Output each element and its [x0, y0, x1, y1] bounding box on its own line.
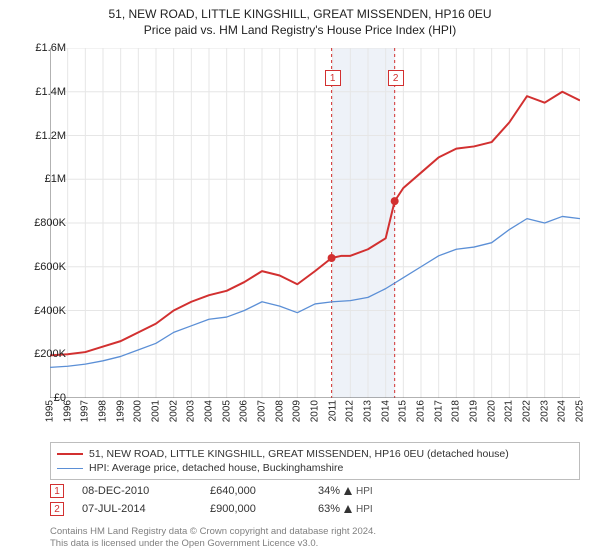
attribution-footer: Contains HM Land Registry data © Crown c…: [50, 526, 376, 551]
legend-item: HPI: Average price, detached house, Buck…: [57, 461, 573, 475]
sale-date: 07-JUL-2014: [82, 503, 192, 515]
y-tick-label: £1.6M: [35, 42, 66, 54]
sale-pct: 63% HPI: [318, 503, 408, 515]
plot-area: 12: [50, 48, 580, 398]
x-tick-label: 2007: [257, 400, 268, 422]
y-tick-label: £1.2M: [35, 130, 66, 142]
x-tick-label: 2013: [363, 400, 374, 422]
x-tick-label: 1996: [62, 400, 73, 422]
x-tick-label: 2019: [469, 400, 480, 422]
x-tick-label: 2015: [398, 400, 409, 422]
y-tick-label: £1M: [45, 173, 66, 185]
legend-label: 51, NEW ROAD, LITTLE KINGSHILL, GREAT MI…: [89, 448, 509, 460]
x-tick-label: 2006: [239, 400, 250, 422]
x-tick-label: 2005: [221, 400, 232, 422]
sale-pct-suffix: HPI: [356, 486, 373, 497]
legend: 51, NEW ROAD, LITTLE KINGSHILL, GREAT MI…: [50, 442, 580, 480]
sale-pct-value: 63%: [318, 503, 340, 515]
sale-row: 1 08-DEC-2010 £640,000 34% HPI: [50, 482, 580, 500]
sale-marker: 2: [50, 502, 64, 516]
price-chart-container: 51, NEW ROAD, LITTLE KINGSHILL, GREAT MI…: [0, 0, 600, 560]
footer-line-1: Contains HM Land Registry data © Crown c…: [50, 526, 376, 538]
x-tick-label: 2021: [504, 400, 515, 422]
sale-row: 2 07-JUL-2014 £900,000 63% HPI: [50, 500, 580, 518]
legend-item: 51, NEW ROAD, LITTLE KINGSHILL, GREAT MI…: [57, 447, 573, 461]
event-marker: 2: [388, 70, 404, 86]
sale-pct-suffix: HPI: [356, 504, 373, 515]
legend-swatch: [57, 468, 83, 469]
x-tick-label: 2020: [486, 400, 497, 422]
x-tick-label: 2009: [292, 400, 303, 422]
sale-pct: 34% HPI: [318, 485, 408, 497]
y-tick-label: £600K: [34, 261, 66, 273]
sale-pct-value: 34%: [318, 485, 340, 497]
x-tick-label: 2011: [327, 400, 338, 422]
x-tick-label: 2002: [168, 400, 179, 422]
event-marker: 1: [325, 70, 341, 86]
footer-line-2: This data is licensed under the Open Gov…: [50, 538, 376, 550]
y-tick-label: £800K: [34, 217, 66, 229]
x-tick-label: 2001: [151, 400, 162, 422]
legend-swatch: [57, 453, 83, 455]
x-tick-label: 2023: [539, 400, 550, 422]
x-tick-label: 2008: [274, 400, 285, 422]
x-tick-label: 2014: [380, 400, 391, 422]
plot-svg: [50, 48, 580, 398]
sale-price: £640,000: [210, 485, 300, 497]
x-tick-label: 2004: [204, 400, 215, 422]
x-tick-label: 1998: [98, 400, 109, 422]
x-tick-label: 2017: [433, 400, 444, 422]
x-tick-label: 2000: [133, 400, 144, 422]
x-tick-label: 1999: [115, 400, 126, 422]
chart-titles: 51, NEW ROAD, LITTLE KINGSHILL, GREAT MI…: [0, 0, 600, 38]
sale-marker: 1: [50, 484, 64, 498]
sale-date: 08-DEC-2010: [82, 485, 192, 497]
x-tick-label: 1995: [45, 400, 56, 422]
x-tick-label: 2025: [575, 400, 586, 422]
x-tick-label: 2010: [310, 400, 321, 422]
legend-label: HPI: Average price, detached house, Buck…: [89, 462, 343, 474]
title-line-1: 51, NEW ROAD, LITTLE KINGSHILL, GREAT MI…: [0, 6, 600, 22]
x-tick-label: 2016: [416, 400, 427, 422]
y-tick-label: £200K: [34, 348, 66, 360]
arrow-up-icon: [344, 487, 352, 495]
x-tick-label: 2022: [522, 400, 533, 422]
x-tick-label: 2018: [451, 400, 462, 422]
x-tick-label: 2012: [345, 400, 356, 422]
x-tick-label: 1997: [80, 400, 91, 422]
arrow-up-icon: [344, 505, 352, 513]
y-tick-label: £400K: [34, 305, 66, 317]
x-tick-label: 2003: [186, 400, 197, 422]
y-tick-label: £1.4M: [35, 86, 66, 98]
sales-table: 1 08-DEC-2010 £640,000 34% HPI 2 07-JUL-2014 £9…: [50, 482, 580, 518]
title-line-2: Price paid vs. HM Land Registry's House …: [0, 22, 600, 38]
sale-price: £900,000: [210, 503, 300, 515]
x-tick-label: 2024: [557, 400, 568, 422]
